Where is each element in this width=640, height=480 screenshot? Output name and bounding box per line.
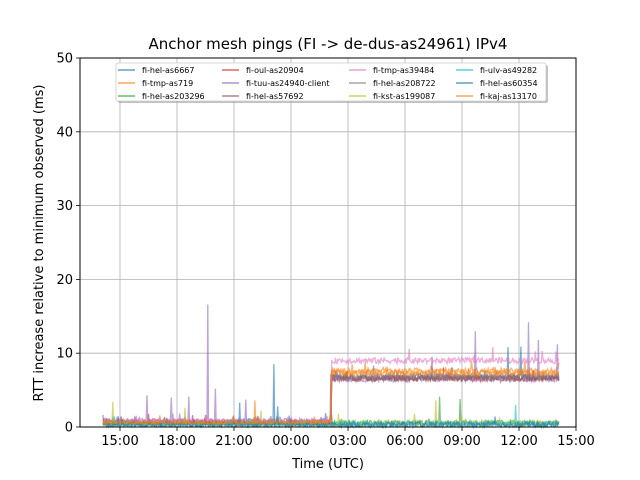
y-tick-label: 20 [56,273,73,288]
legend-label: fi-oul-as20904 [246,66,304,75]
y-axis-label: RTT increase relative to minimum observe… [32,85,47,402]
x-tick-label: 18:00 [158,434,195,449]
legend-label: fi-kst-as199087 [373,92,435,101]
y-tick-label: 0 [65,421,73,436]
legend-label: fi-hel-as57692 [246,92,304,101]
x-tick-label: 12:00 [500,434,537,449]
y-tick-label: 30 [56,199,73,214]
legend-label: fi-hel-as203296 [142,92,205,101]
legend-label: fi-ulv-as49282 [480,66,537,75]
x-tick-label: 03:00 [329,434,366,449]
y-tick-label: 10 [56,347,73,362]
plot-area [80,58,576,427]
series-line [102,366,560,427]
legend-label: fi-tmp-as39484 [373,66,434,75]
legend: fi-hel-as6667 fi-oul-as20904 fi-tmp-as3948… [115,62,548,103]
legend-label: fi-kaj-as13170 [480,92,537,101]
x-tick-label: 06:00 [386,434,423,449]
x-axis-label: Time (UTC) [291,457,364,472]
x-tick-label: 09:00 [443,434,480,449]
legend-label: fi-hel-as208722 [373,79,436,88]
legend-label: fi-tuu-as24940-client [246,79,329,88]
y-axis: 0 10 20 30 40 50 [56,52,80,436]
x-axis: 15:00 18:00 21:00 00:00 03:00 06:00 09:00 12:00… [101,427,595,449]
chart-title: Anchor mesh pings (FI -> de-dus-as24961)… [149,35,508,53]
x-tick-label: 00:00 [272,434,309,449]
y-tick-label: 50 [56,52,73,67]
x-tick-label: 15:00 [557,434,594,449]
plot-frame [79,57,577,428]
y-tick-label: 40 [56,125,73,140]
x-tick-label: 15:00 [101,434,138,449]
x-tick-label: 21:00 [215,434,252,449]
series-layer [102,304,560,430]
legend-box [115,62,547,102]
legend-label: fi-hel-as60354 [480,79,538,88]
legend-label: fi-hel-as6667 [142,66,194,75]
legend-label: fi-tmp-as719 [142,79,193,88]
